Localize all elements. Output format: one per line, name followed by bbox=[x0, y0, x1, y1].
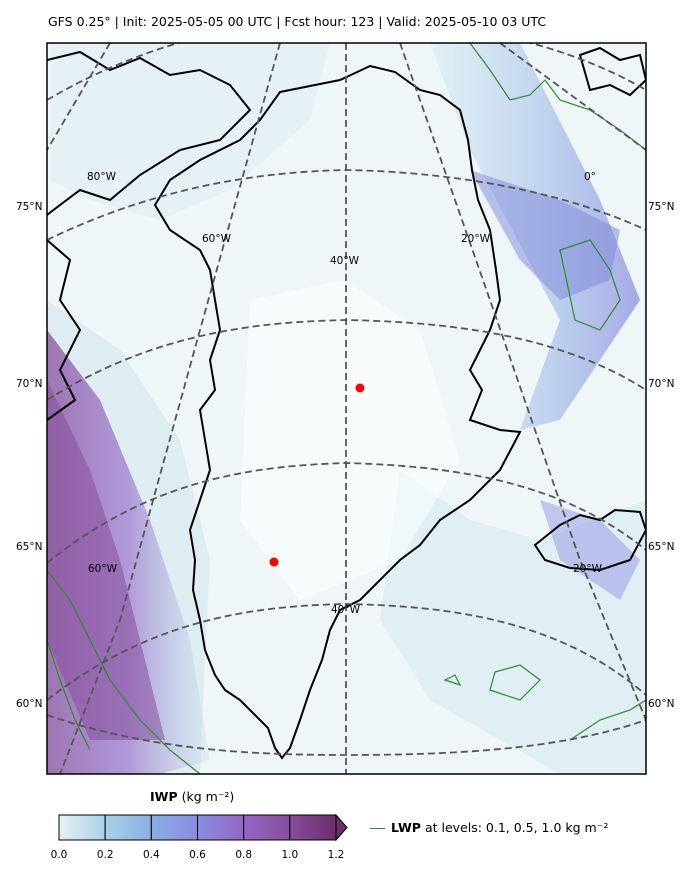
colorbar-tick-label: 0.8 bbox=[235, 849, 252, 861]
colorbar-segment bbox=[104, 814, 152, 841]
lat-label-left: 65°N bbox=[16, 541, 42, 553]
lon-label: 80°W bbox=[87, 171, 117, 183]
canadian-coastline bbox=[47, 50, 252, 216]
iwp-colorbar: 0.0 0.2 0.4 0.6 0.8 1.0 1.2 bbox=[51, 813, 348, 861]
colorbar-tick-label: 0.2 bbox=[97, 849, 114, 861]
colorbar-segment bbox=[58, 814, 106, 841]
map-area: 80°W 60°W 40°W 20°W 0° 60°W 40°W 20°W bbox=[47, 43, 646, 774]
graticule bbox=[47, 43, 646, 774]
lon-label: 60°W bbox=[202, 233, 232, 245]
lon-label: 20°W bbox=[461, 233, 491, 245]
greenland-coastline bbox=[153, 64, 522, 760]
colorbar-extend-arrow bbox=[335, 813, 348, 842]
colorbar-tick-label: 0.0 bbox=[51, 849, 68, 861]
baffin-coastline bbox=[47, 239, 82, 421]
lat-label-left: 70°N bbox=[16, 378, 42, 390]
colorbar-segment bbox=[150, 814, 198, 841]
legend-text: at levels: 0.1, 0.5, 1.0 kg m⁻² bbox=[424, 820, 609, 835]
title-text: GFS 0.25° | Init: 2025-05-05 00 UTC | Fc… bbox=[48, 14, 547, 29]
station-marker-interior bbox=[355, 383, 365, 393]
lon-label: 20°W bbox=[573, 563, 603, 575]
legend-line-swatch bbox=[370, 828, 385, 829]
lwp-legend: LWP at levels: 0.1, 0.5, 1.0 kg m⁻² bbox=[370, 820, 608, 835]
colorbar-tick-label: 1.2 bbox=[328, 849, 345, 861]
lon-label: 40°W bbox=[331, 604, 361, 616]
lat-label-right: 60°N bbox=[648, 698, 674, 710]
lon-label: 0° bbox=[584, 171, 596, 183]
lat-label-right: 65°N bbox=[648, 541, 674, 553]
colorbar-segment bbox=[289, 814, 337, 841]
colorbar-tick-label: 0.6 bbox=[189, 849, 206, 861]
colorbar-units: (kg m⁻²) bbox=[181, 789, 235, 804]
colorbar-segment bbox=[197, 814, 245, 841]
lon-label: 40°W bbox=[330, 255, 360, 267]
colorbar-tick-label: 1.0 bbox=[281, 849, 298, 861]
map-frame bbox=[46, 42, 647, 775]
lat-label-right: 75°N bbox=[648, 201, 674, 213]
station-marker-southwest bbox=[269, 557, 279, 567]
colorbar-tick-label: 0.4 bbox=[143, 849, 160, 861]
svalbard-coastline bbox=[578, 46, 646, 97]
lat-label-left: 75°N bbox=[16, 201, 42, 213]
colorbar-variable: IWP bbox=[150, 789, 178, 804]
legend-variable: LWP bbox=[391, 820, 421, 835]
lat-label-right: 70°N bbox=[648, 378, 674, 390]
colorbar-segment bbox=[243, 814, 291, 841]
lat-label-left: 60°N bbox=[16, 698, 42, 710]
colorbar-title: IWP (kg m⁻²) bbox=[150, 789, 234, 804]
lon-label: 60°W bbox=[88, 563, 118, 575]
iceland-coastline bbox=[533, 508, 646, 572]
